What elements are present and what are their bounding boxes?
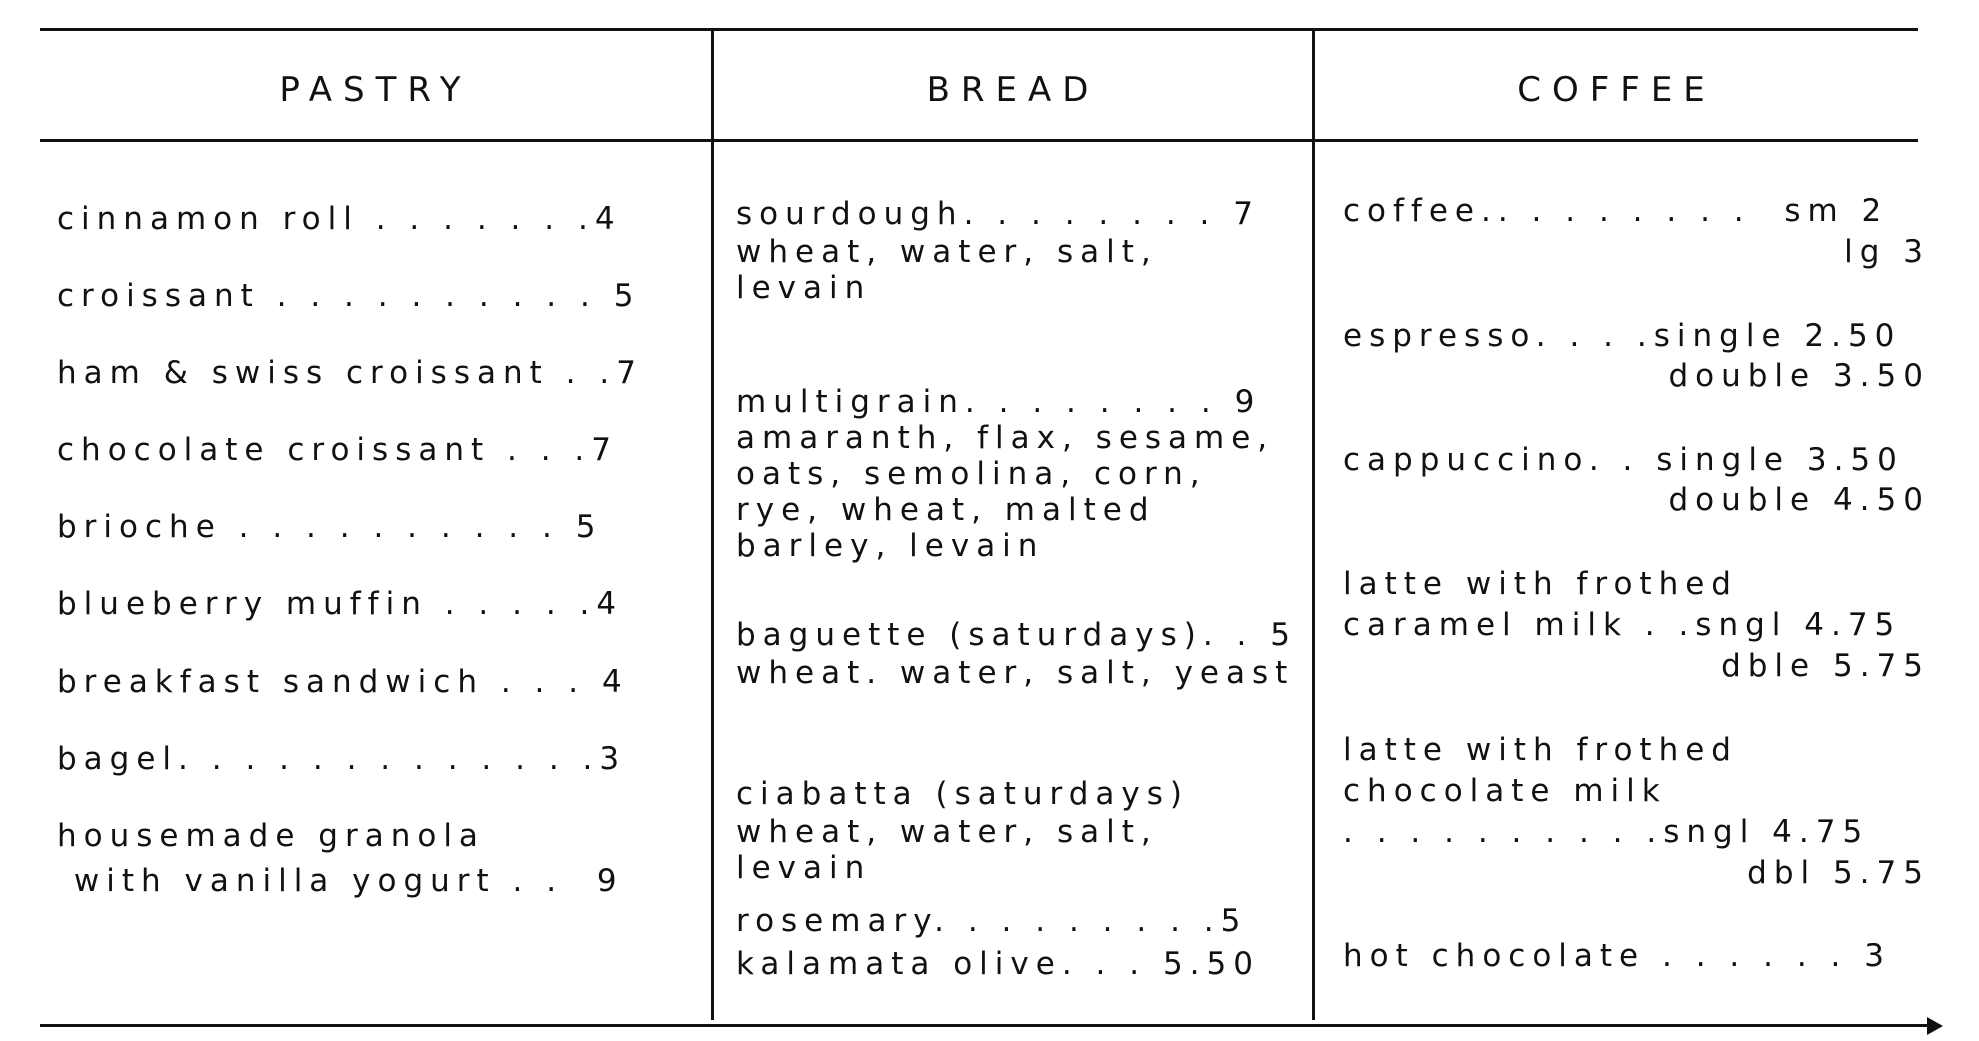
menu-item-chocolate-latte-single: . . . . . . . . . .sngl 4.75 — [1343, 814, 1870, 850]
menu-item-coffee: coffee.. . . . . . . . sm 2 — [1343, 193, 1889, 229]
menu-item-ham-swiss-croissant: ham & swiss croissant . .7 — [57, 355, 643, 391]
menu-item-bagel: bagel. . . . . . . . . . . . .3 — [57, 741, 627, 777]
coffee-header: COFFEE — [1517, 70, 1716, 110]
menu-item-chocolate-croissant: chocolate croissant . . .7 — [57, 432, 618, 468]
bread-header: BREAD — [926, 70, 1100, 110]
menu-item-multigrain: multigrain. . . . . . . . 9 — [736, 384, 1262, 420]
ingredients-sourdough-1: wheat, water, salt, — [736, 234, 1158, 270]
column-divider-right — [1312, 31, 1315, 1020]
menu-item-hot-chocolate: hot chocolate . . . . . . 3 — [1343, 938, 1891, 974]
price-cappuccino-double: double 4.50 — [1668, 482, 1930, 518]
ingredients-multigrain-3: rye, wheat, malted — [736, 492, 1156, 528]
ingredients-sourdough-2: levain — [736, 270, 872, 306]
menu-item-ciabatta: ciabatta (saturdays) — [736, 776, 1189, 812]
menu-item-granola: housemade granola — [57, 818, 485, 854]
top-rule — [40, 28, 1918, 31]
bottom-rule — [40, 1024, 1930, 1027]
ingredients-ciabatta-1: wheat, water, salt, — [736, 814, 1158, 850]
menu-item-kalamata-olive: kalamata olive. . . 5.50 — [736, 946, 1260, 982]
menu-item-chocolate-latte-line2: chocolate milk — [1343, 773, 1667, 809]
bottom-rule-arrowhead — [1927, 1017, 1943, 1035]
menu-item-croissant: croissant . . . . . . . . . . 5 — [57, 278, 641, 314]
menu-item-granola-detail: with vanilla yogurt . . 9 — [57, 863, 624, 899]
price-chocolate-latte-double: dbl 5.75 — [1747, 855, 1930, 891]
menu-item-brioche: brioche . . . . . . . . . . 5 — [57, 509, 603, 545]
ingredients-ciabatta-2: levain — [736, 850, 872, 886]
menu-item-breakfast-sandwich: breakfast sandwich . . . 4 — [57, 664, 629, 700]
ingredients-multigrain-2: oats, semolina, corn, — [736, 456, 1207, 492]
menu-item-chocolate-latte: latte with frothed — [1343, 732, 1738, 768]
header-rule — [40, 139, 1918, 142]
column-divider-left — [711, 31, 714, 1020]
menu-item-rosemary: rosemary. . . . . . . . .5 — [736, 903, 1248, 939]
menu-item-cappuccino: cappuccino. . single 3.50 — [1343, 442, 1904, 478]
pastry-header: PASTRY — [279, 70, 472, 110]
ingredients-multigrain-1: amaranth, flax, sesame, — [736, 420, 1275, 456]
ingredients-multigrain-4: barley, levain — [736, 528, 1045, 564]
price-espresso-double: double 3.50 — [1668, 358, 1930, 394]
menu-item-caramel-latte: latte with frothed — [1343, 566, 1738, 602]
menu-item-caramel-latte-single: caramel milk . .sngl 4.75 — [1343, 607, 1902, 643]
ingredients-baguette: wheat. water, salt, yeast — [736, 655, 1295, 691]
price-coffee-large: lg 3 — [1844, 234, 1930, 270]
price-caramel-latte-double: dble 5.75 — [1721, 648, 1930, 684]
menu-item-espresso: espresso. . . .single 2.50 — [1343, 318, 1902, 354]
menu-item-cinnamon-roll: cinnamon roll . . . . . . .4 — [57, 201, 622, 237]
menu-item-baguette: baguette (saturdays). . 5 — [736, 617, 1297, 653]
menu-item-blueberry-muffin: blueberry muffin . . . . .4 — [57, 586, 624, 622]
menu-item-sourdough: sourdough. . . . . . . . 7 — [736, 196, 1260, 232]
